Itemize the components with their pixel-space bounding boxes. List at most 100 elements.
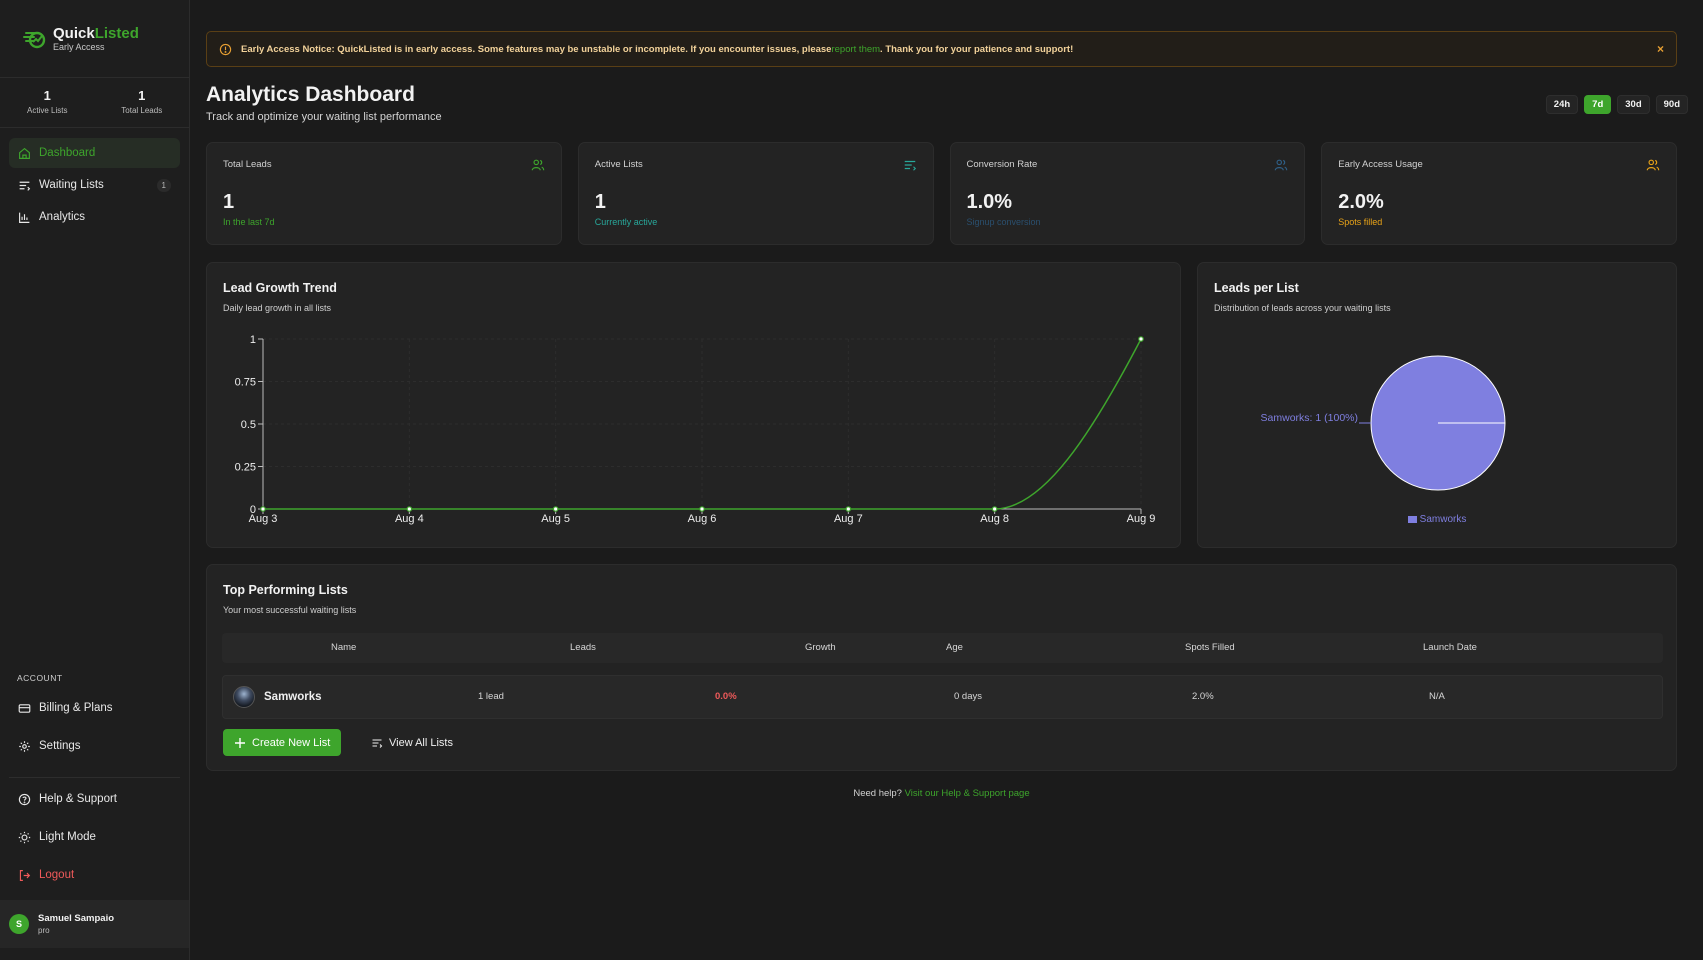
pie-legend[interactable]: Samworks (1198, 514, 1676, 525)
sidebar-item-label: Analytics (39, 211, 86, 223)
cell-launch-date: N/A (1429, 691, 1445, 702)
cell-spots-filled: 2.0% (1192, 691, 1214, 702)
bar-chart-icon (19, 212, 30, 223)
column-header-spots-filled[interactable]: Spots Filled (1185, 642, 1235, 653)
panel-title: Lead Growth Trend (223, 281, 337, 295)
view-all-lists-button[interactable]: View All Lists (361, 729, 463, 756)
sidebar-item-analytics[interactable]: Analytics (9, 202, 180, 232)
range-button-24h[interactable]: 24h (1545, 95, 1579, 114)
card-label: Early Access Usage (1338, 159, 1423, 170)
users-icon (531, 159, 545, 171)
main-content: Early Access Notice: QuickListed is in e… (190, 0, 1703, 960)
notice-text-after: . Thank you for your patience and suppor… (880, 43, 1074, 55)
close-icon[interactable]: × (1656, 42, 1664, 56)
sidebar: QuickListed Early Access 1 Active Lists … (0, 0, 190, 960)
logout-icon (19, 869, 31, 881)
alert-circle-icon (219, 43, 232, 55)
legend-label: Samworks (1419, 514, 1467, 525)
panel-title: Top Performing Lists (223, 583, 348, 597)
quicklisted-logo-icon (23, 31, 46, 48)
lead-growth-chart: 0 0.25 0.5 0.75 1 Aug 3 Aug 4 Aug 5 Aug 6 Aug 7 Au… (235, 334, 1156, 525)
data-point (406, 506, 413, 512)
page-subtitle: Track and optimize your waiting list per… (206, 111, 442, 123)
users-icon (1274, 159, 1288, 171)
range-button-30d[interactable]: 30d (1617, 95, 1650, 114)
leads-per-list-panel: Leads per List Distribution of leads acr… (1197, 262, 1677, 548)
card-conversion-rate: Conversion Rate 1.0% Signup conversion (949, 142, 1306, 245)
sun-icon (18, 831, 31, 843)
card-label: Conversion Rate (966, 159, 1038, 170)
table-header: Name Leads Growth Age Spots Filled Launc… (222, 633, 1663, 663)
y-tick-label: 0.75 (235, 377, 256, 389)
list-icon (904, 160, 916, 171)
sidebar-item-help[interactable]: Help & Support (9, 782, 180, 816)
account-nav: Billing & Plans Settings (9, 691, 180, 767)
range-button-90d[interactable]: 90d (1655, 95, 1688, 114)
stat-value: 1 (43, 88, 51, 103)
stat-value: 1 (138, 88, 146, 103)
cell-growth: 0.0% (715, 691, 737, 702)
sidebar-item-billing[interactable]: Billing & Plans (9, 691, 180, 725)
card-label: Active Lists (594, 159, 643, 170)
card-total-leads: Total Leads 1 In the last 7d (206, 142, 562, 245)
pie-slice-label: Samworks: 1 (100%) (1261, 412, 1358, 424)
sidebar-divider (9, 777, 180, 778)
button-label: View All Lists (389, 736, 453, 749)
user-profile[interactable]: S Samuel Sampaio pro (0, 900, 189, 948)
data-point (1138, 336, 1144, 342)
card-value: 2.0% (1338, 191, 1384, 213)
panel-subtitle: Distribution of leads across your waitin… (1214, 303, 1391, 313)
data-point (845, 506, 852, 512)
sidebar-item-waiting-lists[interactable]: Waiting Lists 1 (9, 170, 180, 200)
x-tick-label: Aug 3 (249, 513, 278, 525)
x-tick-label: Aug 7 (834, 513, 863, 525)
range-button-7d[interactable]: 7d (1584, 95, 1612, 114)
avatar: S (9, 914, 29, 934)
top-lists-panel: Top Performing Lists Your most successfu… (206, 564, 1677, 771)
sidebar-item-label: Settings (39, 740, 81, 752)
data-point (699, 506, 705, 512)
stat-cards: Total Leads 1 In the last 7d Active List… (206, 142, 1677, 245)
brand[interactable]: QuickListed Early Access (0, 0, 189, 78)
time-range-selector: 24h 7d 30d 90d (1545, 95, 1688, 114)
sidebar-item-label: Logout (39, 869, 75, 881)
report-link[interactable]: report them (831, 43, 881, 55)
column-header-leads[interactable]: Leads (570, 642, 596, 653)
sidebar-item-label: Billing & Plans (39, 702, 113, 714)
sidebar-item-label: Help & Support (39, 793, 117, 805)
card-value: 1.0% (966, 191, 1013, 213)
column-header-age[interactable]: Age (946, 642, 963, 653)
user-name: Samuel Sampaio (38, 913, 115, 924)
credit-card-icon (18, 703, 31, 713)
waiting-lists-count-badge: 1 (156, 178, 171, 192)
column-header-launch-date[interactable]: Launch Date (1423, 642, 1477, 653)
stat-label: Active Lists (27, 106, 68, 115)
user-plan: pro (38, 926, 50, 935)
sidebar-item-dashboard[interactable]: Dashboard (9, 138, 180, 168)
card-subtext: Currently active (594, 217, 658, 227)
stat-active-lists: 1 Active Lists (0, 78, 95, 127)
cell-leads: 1 lead (478, 691, 504, 702)
card-subtext: In the last 7d (223, 217, 275, 227)
data-point (260, 506, 266, 512)
help-support-link[interactable]: Visit our Help & Support page (904, 788, 1030, 799)
main-nav: Dashboard Waiting Lists 1 Analytics (0, 128, 189, 234)
bottom-nav: Help & Support Light Mode Logout (9, 782, 180, 896)
panel-subtitle: Your most successful waiting lists (223, 605, 357, 615)
list-avatar (233, 686, 255, 708)
column-header-growth[interactable]: Growth (805, 642, 836, 653)
sidebar-item-light-mode[interactable]: Light Mode (9, 820, 180, 854)
button-label: Create New List (252, 736, 331, 749)
sidebar-item-logout[interactable]: Logout (9, 858, 180, 892)
card-value: 1 (594, 191, 606, 213)
y-tick-label: 0.25 (235, 462, 256, 474)
create-new-list-button[interactable]: Create New List (223, 729, 342, 756)
table-row[interactable]: Samworks 1 lead 0.0% 0 days 2.0% N/A (222, 675, 1663, 719)
home-icon (19, 147, 30, 159)
column-header-name[interactable]: Name (331, 642, 357, 653)
data-point (991, 506, 998, 512)
card-active-lists: Active Lists 1 Currently active (577, 142, 934, 245)
sidebar-item-settings[interactable]: Settings (9, 729, 180, 763)
users-icon (1646, 159, 1660, 171)
legend-swatch (1407, 515, 1417, 523)
